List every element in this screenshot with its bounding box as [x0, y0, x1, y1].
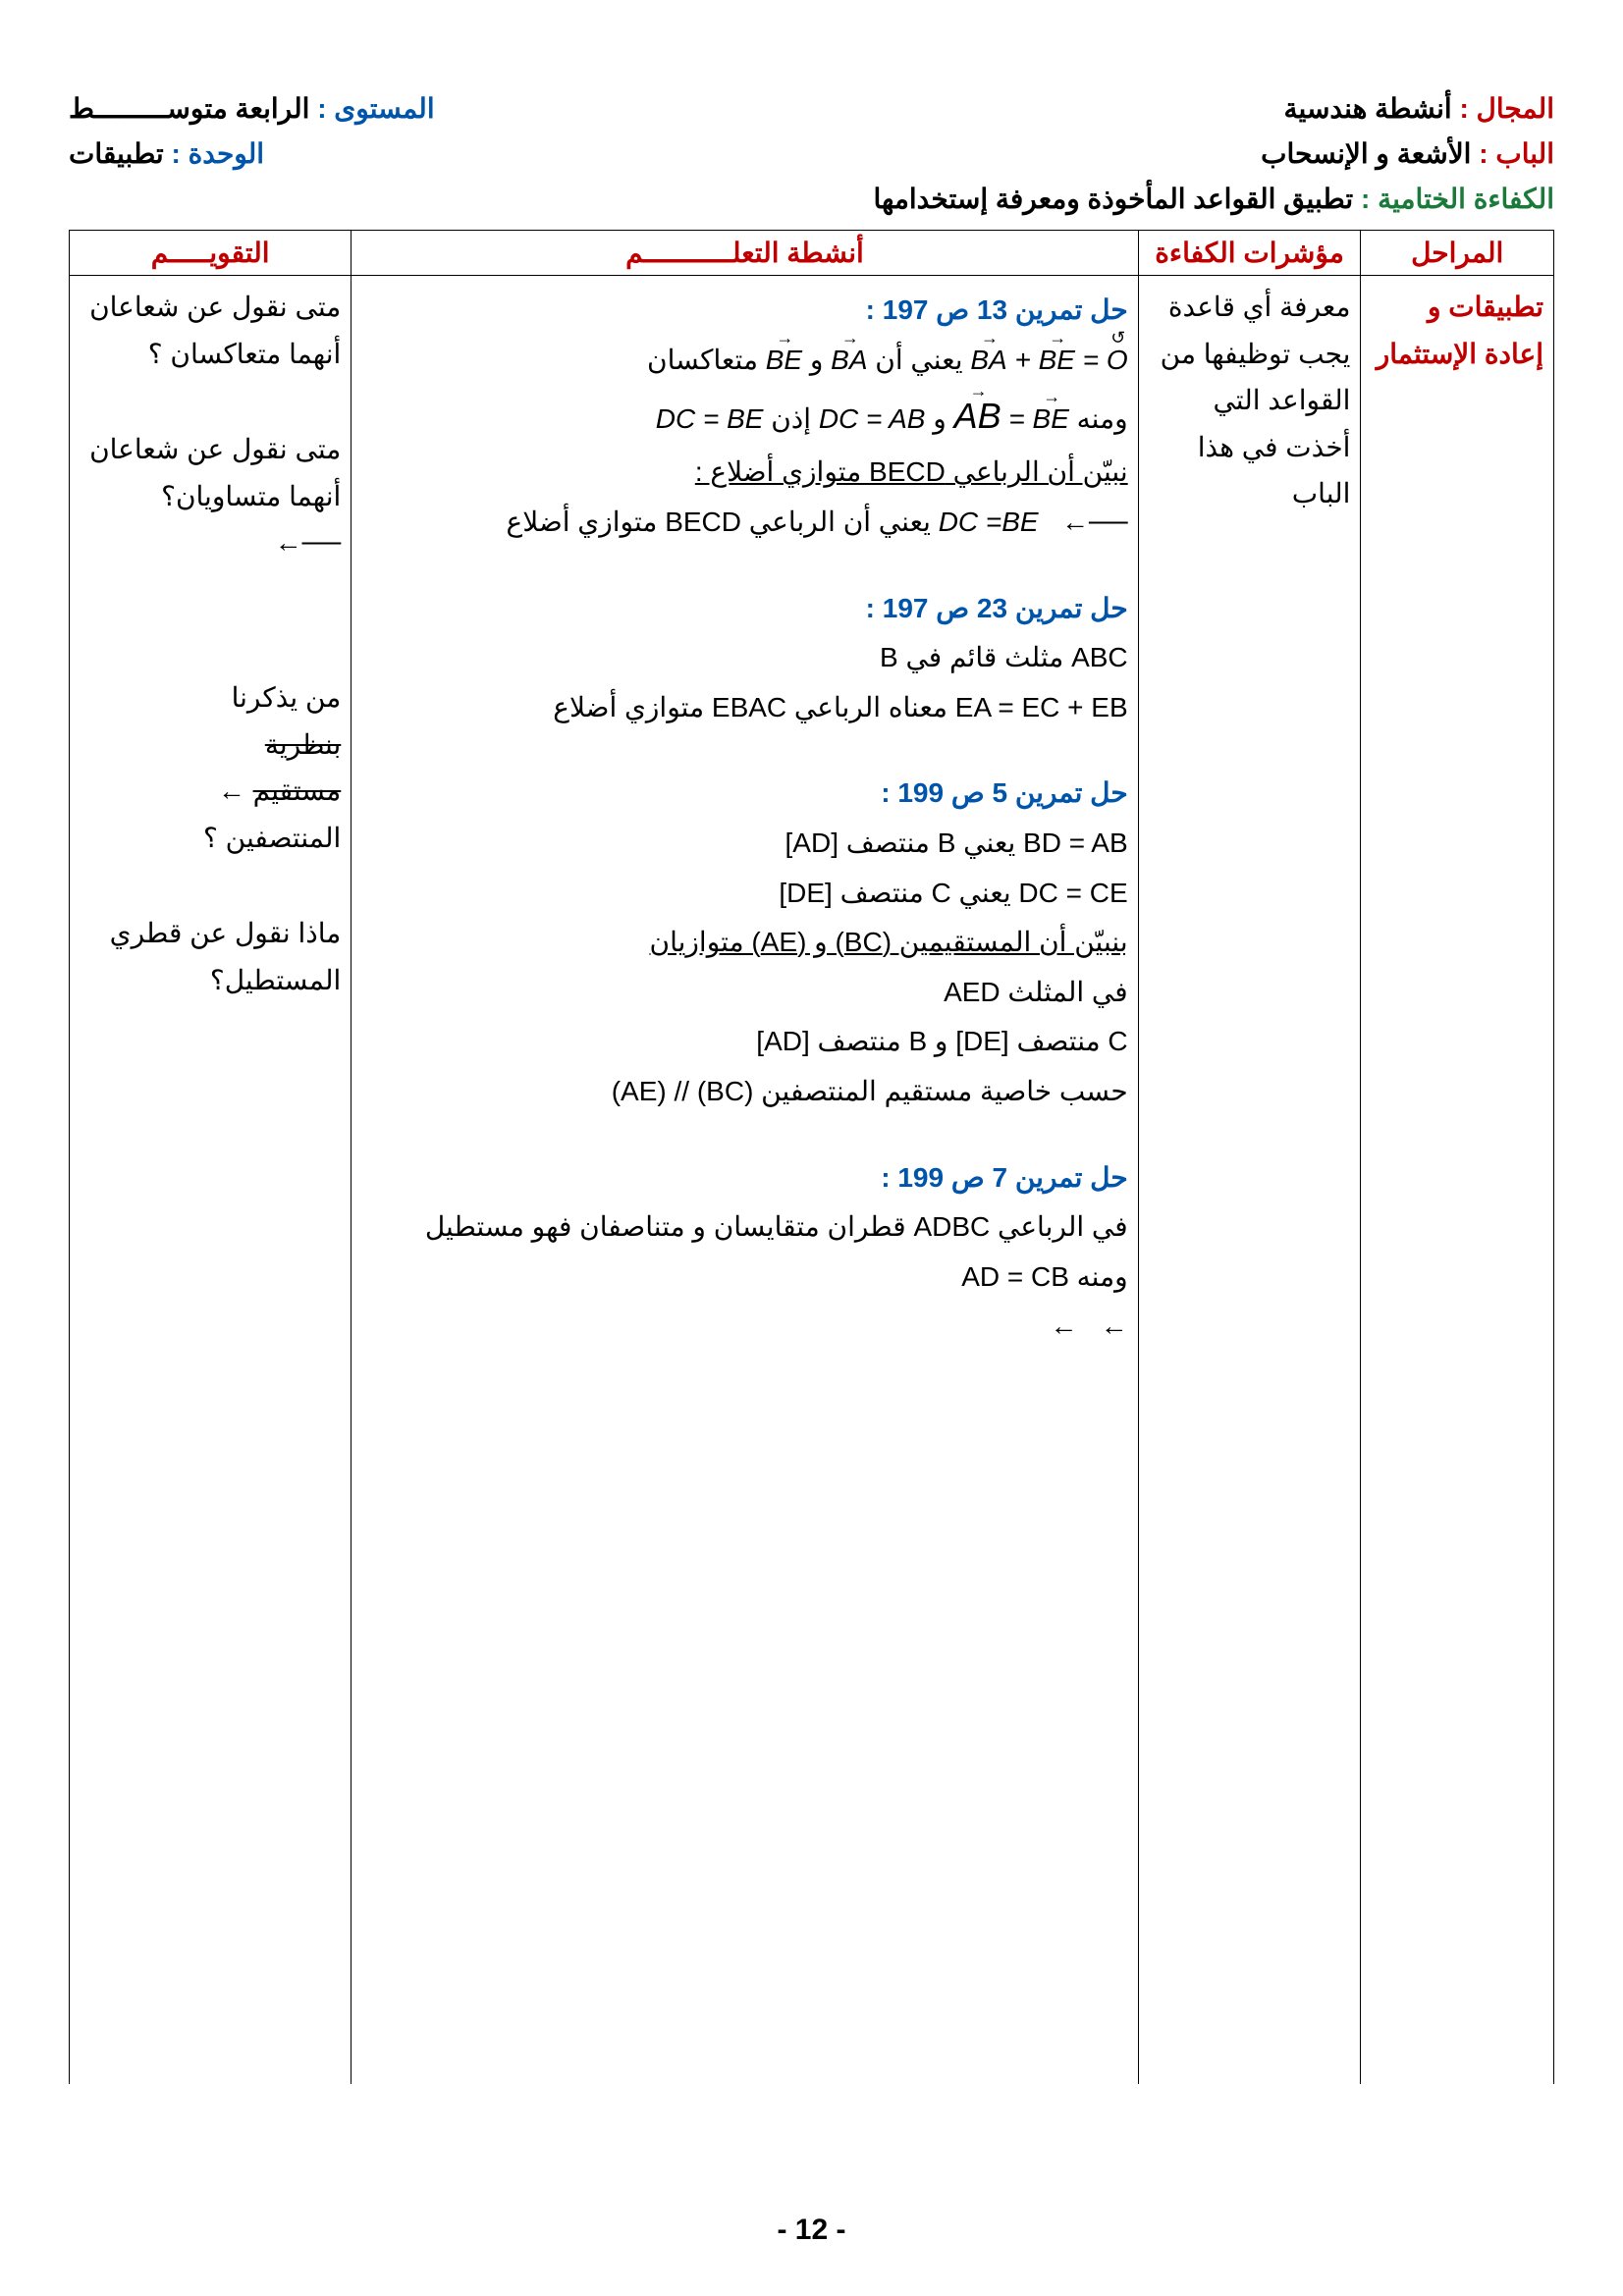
eval-q4: ماذا نقول عن قطري المستطيل؟ — [80, 910, 341, 1003]
domain-label: المجال : — [1459, 93, 1554, 124]
chapter-label: الباب : — [1479, 138, 1554, 169]
header-activities: أنشطة التعلـــــــــــم — [352, 231, 1138, 276]
domain-line: المجال : أنشطة هندسية — [873, 88, 1554, 130]
equals: = — [1083, 337, 1099, 384]
page-number: - 12 - — [0, 2214, 1623, 2247]
main-table: المراحل مؤشرات الكفاءة أنشطة التعلــــــ… — [69, 230, 1554, 2084]
table-header-row: المراحل مؤشرات الكفاءة أنشطة التعلــــــ… — [70, 231, 1554, 276]
ex13-line3: نبيّن أن الرباعي BECD متوازي أضلاع : — [361, 449, 1127, 496]
ex5-line4: في المثلث AED — [361, 969, 1127, 1016]
ex23-title: حل تمرين 23 ص 197 : — [361, 585, 1127, 632]
vec-be2: →BE — [766, 337, 802, 384]
indicators-text: معرفة أي قاعدة يجب توظيفها من القواعد ال… — [1149, 284, 1351, 517]
ex5-line6: حسب خاصية مستقيم المنتصفين (BC) // (AE) — [361, 1068, 1127, 1115]
level-line: المستوى : الرابعة متوســـــــــط — [69, 88, 435, 130]
level-value: الرابعة متوســـــــــط — [69, 93, 309, 124]
eval-cell: متى نقول عن شعاعان أنهما متعاكسان ؟ متى … — [70, 276, 352, 2084]
ex13-l2-mid: و — [925, 403, 946, 434]
domain-value: أنشطة هندسية — [1284, 93, 1452, 124]
ex5-line1: BD = AB يعني B منتصف [AD] — [361, 820, 1127, 867]
eval-q2-text: متى نقول عن شعاعان أنهما متساويان؟ — [89, 434, 341, 511]
ex13-l4-post: يعني أن الرباعي BECD متوازي أضلاع — [507, 507, 931, 537]
ex13-then: إذن — [763, 403, 811, 434]
unit-label: الوحدة : — [172, 138, 265, 169]
spacer — [80, 615, 341, 674]
chapter-line: الباب : الأشعة و الإنسحاب — [873, 133, 1554, 175]
competency-value: تطبيق القواعد المأخوذة ومعرفة إستخدامها — [873, 184, 1353, 214]
ex13-dcbe: DC = BE — [656, 396, 764, 443]
unit-line: الوحدة : تطبيقات — [69, 133, 435, 175]
table-body-row: تطبيقات و إعادة الإستثمار معرفة أي قاعدة… — [70, 276, 1554, 2084]
eval-q3d: المنتصفين ؟ — [203, 823, 341, 853]
ex13-line1: ↺O = →BE + →BA يعني أن →BA و →BE متعاكسا… — [361, 337, 1127, 384]
stages-cell: تطبيقات و إعادة الإستثمار — [1361, 276, 1554, 2084]
arrow-icon: ← — [218, 768, 245, 815]
activities-cell: حل تمرين 13 ص 197 : ↺O = →BE + →BA يعني … — [352, 276, 1138, 2084]
ex13-l4-pre: DC =BE — [939, 499, 1039, 546]
exercise-13-block: حل تمرين 13 ص 197 : ↺O = →BE + →BA يعني … — [361, 287, 1127, 546]
ex7-line1: في الرباعي ADBC قطران متقايسان و متناصفا… — [361, 1203, 1127, 1251]
ex13-l1-post: يعني أن — [868, 345, 963, 375]
eval-q1: متى نقول عن شعاعان أنهما متعاكسان ؟ — [80, 284, 341, 377]
plus: + — [1014, 337, 1030, 384]
exercise-23-block: حل تمرين 23 ص 197 : ABC مثلث قائم في B E… — [361, 585, 1127, 731]
competency-label: الكفاءة الختامية : — [1361, 184, 1554, 214]
indicators-cell: معرفة أي قاعدة يجب توظيفها من القواعد ال… — [1138, 276, 1361, 2084]
ex13-dcab: DC = AB — [819, 396, 926, 443]
eval-q3a: من يذكرنا — [232, 682, 342, 713]
vec-zero: ↺O — [1107, 337, 1128, 384]
ex5-title: حل تمرين 5 ص 199 : — [361, 770, 1127, 817]
ex13-line2: ومنه →BE = →AB و DC = AB إذن DC = BE — [361, 386, 1127, 446]
eval-q2: متى نقول عن شعاعان أنهما متساويان؟ ←── — [80, 426, 341, 566]
competency-line: الكفاءة الختامية : تطبيق القواعد المأخوذ… — [873, 179, 1554, 220]
eval-q3c: مستقيم — [253, 775, 342, 806]
spacer — [361, 1389, 1127, 2076]
unit-value: تطبيقات — [69, 138, 164, 169]
exercise-7-block: حل تمرين 7 ص 199 : في الرباعي ADBC قطران… — [361, 1154, 1127, 1350]
arrow-icon: ← ← — [1050, 1303, 1127, 1350]
ex5-line3: بنبيّن أن المستقيمين (BC) و (AE) متوازيا… — [361, 919, 1127, 966]
level-label: المستوى : — [317, 93, 434, 124]
ex5-line5: C منتصف [DE] و B منتصف [AD] — [361, 1018, 1127, 1065]
header-indicators: مؤشرات الكفاءة — [1138, 231, 1361, 276]
header: المجال : أنشطة هندسية الباب : الأشعة و ا… — [69, 88, 1554, 220]
exercise-5-block: حل تمرين 5 ص 199 : BD = AB يعني B منتصف … — [361, 770, 1127, 1114]
ex7-title: حل تمرين 7 ص 199 : — [361, 1154, 1127, 1201]
vec-ab-big: →AB — [954, 386, 1001, 446]
vec-ba2: →BA — [831, 337, 867, 384]
ex13-l1-pre: متعاكسان — [647, 345, 758, 375]
eval-q3b: بنظرية — [265, 729, 341, 760]
header-right-col: المجال : أنشطة هندسية الباب : الأشعة و ا… — [873, 88, 1554, 220]
header-stages: المراحل — [1361, 231, 1554, 276]
ex23-line1: ABC مثلث قائم في B — [361, 634, 1127, 681]
ex13-l2-pre: ومنه — [1069, 403, 1128, 434]
header-eval: التقويـــــم — [70, 231, 352, 276]
ex7-line2: ومنه AD = CB — [361, 1254, 1127, 1301]
eval-q3: من يذكرنا بنظرية مستقيم ← المنتصفين ؟ — [80, 674, 341, 861]
ex23-line2: EA = EC + EB معناه الرباعي EBAC متوازي أ… — [361, 684, 1127, 731]
arrow-icon: ←── — [1061, 499, 1128, 546]
ex7-arrows: ← ← — [361, 1303, 1127, 1350]
stage-title: تطبيقات و إعادة الإستثمار — [1371, 284, 1543, 377]
chapter-value: الأشعة و الإنسحاب — [1261, 138, 1471, 169]
equals2: = — [1008, 396, 1024, 443]
ex13-line4: ←── DC =BE يعني أن الرباعي BECD متوازي أ… — [361, 499, 1127, 546]
ex5-line2: DC = CE يعني C منتصف [DE] — [361, 870, 1127, 917]
arrow-icon: ←── — [275, 519, 342, 566]
vec-be3: →BE — [1033, 396, 1069, 443]
vec-be: →BE — [1039, 337, 1075, 384]
ex13-title: حل تمرين 13 ص 197 : — [361, 287, 1127, 334]
header-left-col: المستوى : الرابعة متوســـــــــط الوحدة … — [69, 88, 435, 220]
ex13-l1-mid: و — [802, 345, 823, 375]
